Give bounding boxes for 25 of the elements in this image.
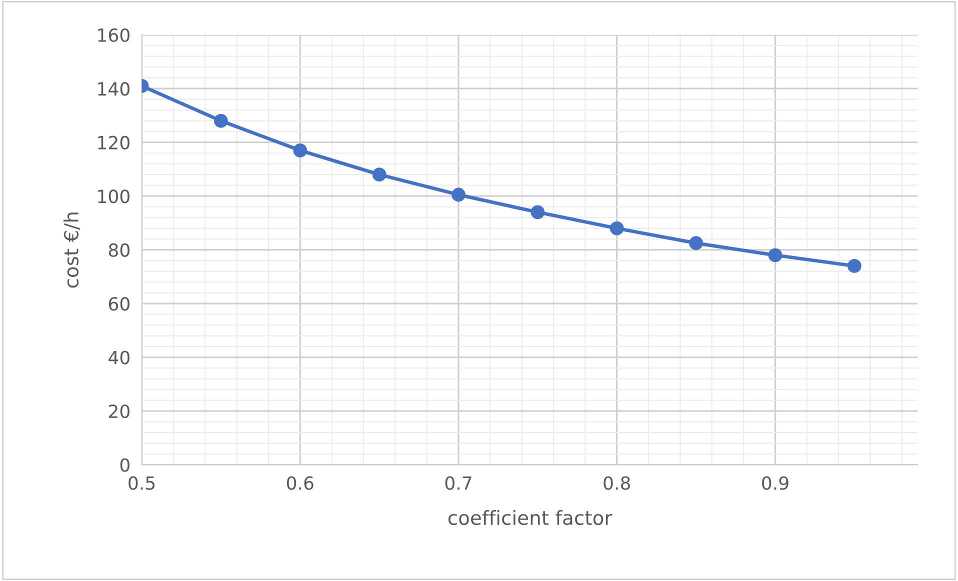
point (452, 188, 466, 202)
x-tick-label: 0.6 (286, 476, 314, 490)
y-tick-label: 120 (98, 136, 130, 150)
x-tick-label: 0.7 (445, 476, 472, 490)
y-tick-label: 80 (108, 243, 130, 257)
point (530, 205, 545, 220)
y-tick-label: 100 (98, 190, 130, 204)
y-axis-title: cost €/h (64, 212, 80, 288)
x-tick-label: 0.8 (604, 476, 630, 490)
point (689, 236, 703, 250)
y-tick-label: 20 (109, 404, 130, 418)
x-tick-label: 0.9 (762, 476, 788, 490)
point (293, 143, 308, 158)
point (847, 259, 862, 273)
x-tick-label: 0.5 (128, 476, 155, 490)
point (610, 221, 624, 236)
point (768, 248, 782, 262)
point (214, 114, 228, 128)
y-tick-label: 60 (108, 297, 130, 311)
point (372, 168, 386, 182)
y-tick-label: 40 (108, 350, 130, 364)
y-tick-label: 160 (98, 28, 130, 42)
x-axis-title: coefficient factor (448, 510, 612, 526)
y-tick-label: 140 (98, 82, 130, 96)
y-tick-label: 0 (120, 458, 130, 472)
